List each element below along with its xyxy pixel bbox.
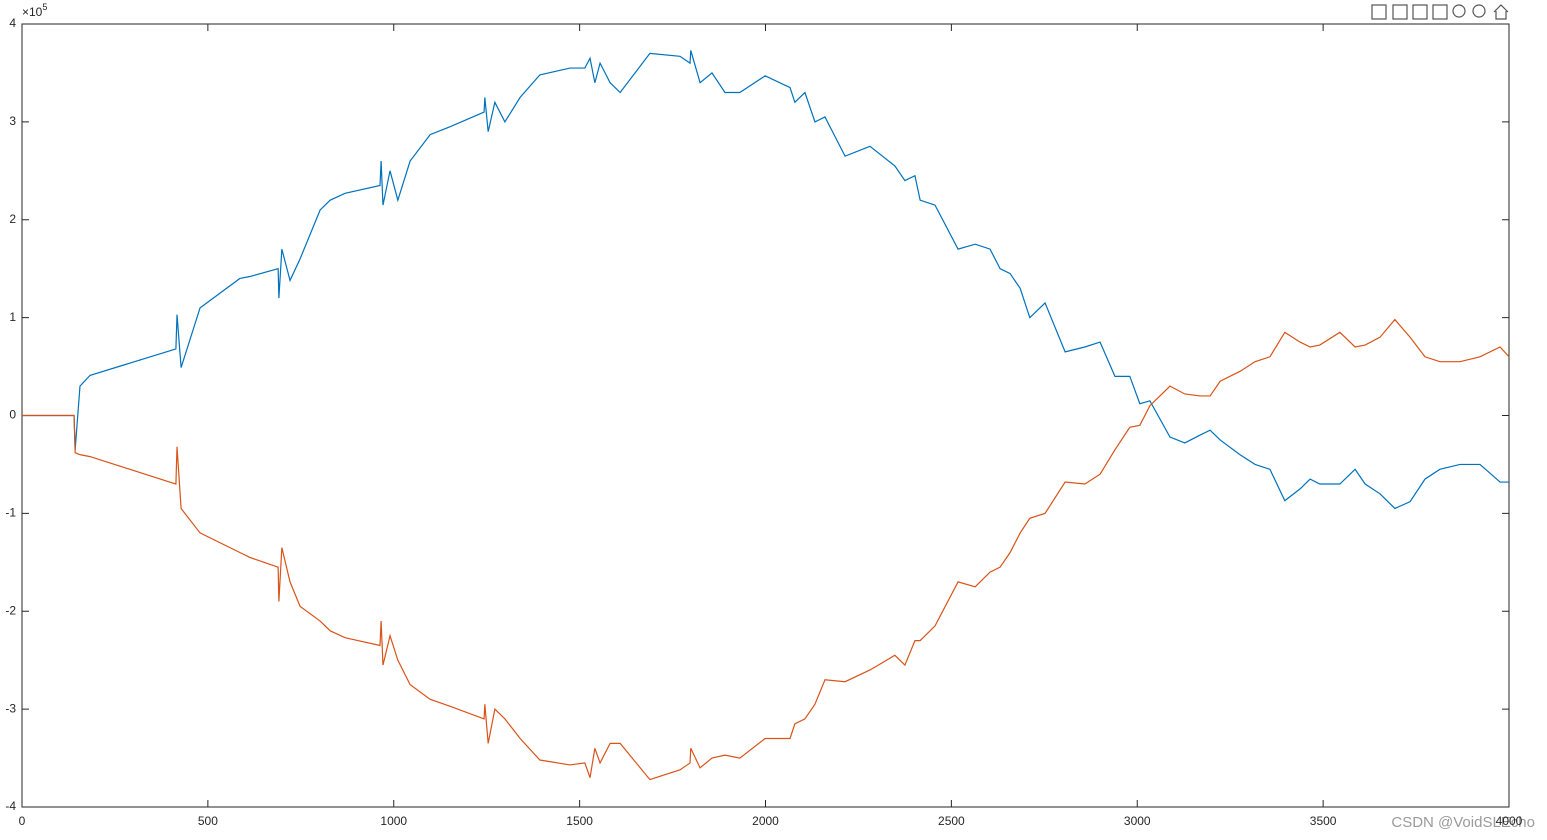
x-tick-label: 3000 <box>1124 814 1151 828</box>
y-tick-label: -1 <box>5 506 16 520</box>
y-exponent: ×105 <box>22 2 47 19</box>
y-tick-label: -3 <box>5 701 16 715</box>
y-tick-label: 4 <box>9 16 16 30</box>
y-tick-label: 3 <box>9 114 16 128</box>
x-tick-label: 4000 <box>1496 814 1523 828</box>
toolbar-home[interactable] <box>1493 4 1509 20</box>
axes-box <box>21 23 1510 808</box>
series-line <box>22 50 1509 510</box>
x-tick-label: 2000 <box>752 814 779 828</box>
toolbar-pan[interactable] <box>1432 4 1448 20</box>
toolbar-zoom-in[interactable] <box>1452 4 1466 18</box>
x-tick-label: 3500 <box>1310 814 1337 828</box>
y-tick-label: 2 <box>9 212 16 226</box>
y-exponent-power: 5 <box>42 2 47 12</box>
toolbar-export[interactable] <box>1371 4 1387 20</box>
x-tick-label: 0 <box>19 814 26 828</box>
toolbar-brush[interactable] <box>1392 4 1408 20</box>
series-line <box>22 318 1510 781</box>
x-tick-label: 1000 <box>380 814 407 828</box>
y-tick-label: -2 <box>5 603 16 617</box>
x-tick-label: 2500 <box>938 814 965 828</box>
y-tick-label: -4 <box>5 799 16 813</box>
x-tick-label: 500 <box>198 814 218 828</box>
x-tick-label: 1500 <box>566 814 593 828</box>
toolbar-datatip[interactable] <box>1412 4 1428 20</box>
y-exponent-base: ×10 <box>22 5 43 19</box>
toolbar <box>1371 4 1509 20</box>
y-tick-label: 0 <box>9 408 16 422</box>
toolbar-zoom-out[interactable] <box>1472 4 1486 18</box>
y-tick-label: 1 <box>9 310 16 324</box>
watermark: CSDN @VoidSLEcho <box>1391 814 1535 831</box>
